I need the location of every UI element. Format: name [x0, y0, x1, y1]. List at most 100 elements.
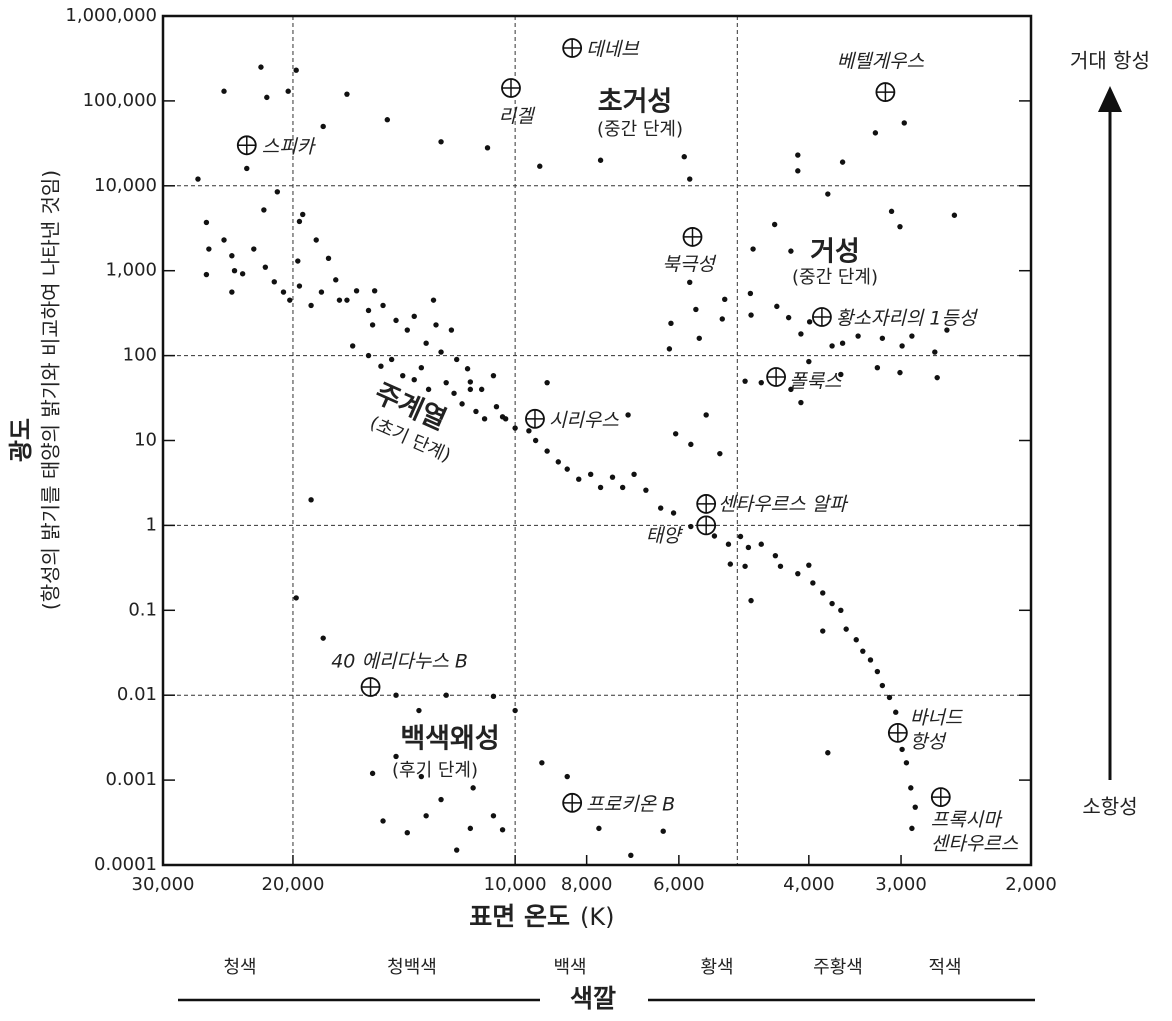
star-dot [280, 289, 287, 295]
star-label: 리겔 [499, 105, 536, 127]
star-dot [748, 312, 754, 318]
star-dot [481, 416, 488, 422]
y-axis-title: 광도 [7, 418, 35, 462]
star-label: 스피카 [262, 136, 317, 158]
star-dot [742, 563, 748, 569]
star-dot [879, 682, 886, 689]
y-tick-label: 0.01 [117, 684, 157, 705]
star-dot [693, 306, 699, 313]
star-dot [229, 253, 235, 259]
star-dot [416, 707, 422, 714]
star-dot [418, 773, 425, 780]
star-dot [293, 67, 299, 73]
star-dot [544, 448, 550, 454]
x-tick-label: 6,000 [653, 874, 705, 895]
star-dot [349, 343, 356, 349]
named-star [236, 135, 257, 156]
y-tick-label: 100 [123, 345, 157, 366]
named-star [525, 408, 545, 429]
star-label-line: 센타우르스 [931, 833, 1019, 855]
star-dot [748, 597, 754, 604]
star-dot [886, 694, 893, 701]
star-dot [899, 343, 905, 349]
star-dot [897, 223, 903, 230]
star-dot [539, 760, 545, 766]
star-dot [687, 279, 693, 286]
plot-frame [161, 14, 1033, 867]
star-dot [418, 365, 425, 371]
star-dot [901, 120, 907, 126]
star-dot [795, 152, 801, 158]
star-dot [293, 595, 299, 601]
y-tick-label: 0.001 [105, 769, 157, 790]
star-dot [742, 378, 748, 384]
star-dot [473, 408, 479, 415]
star-dot [203, 271, 210, 278]
star-dot [934, 374, 940, 381]
star-dot [336, 297, 343, 303]
star-dot [785, 314, 792, 321]
star-dot [666, 346, 673, 352]
star-label: 태양 [646, 525, 684, 547]
star-dot [888, 208, 895, 215]
star-dot [453, 847, 460, 853]
star-dot [777, 563, 784, 569]
star-dot [532, 437, 539, 444]
arrow-top-label: 거대 항성 [1070, 49, 1150, 73]
x-tick-label: 20,000 [261, 874, 324, 895]
star-dot [512, 425, 518, 431]
star-dot [564, 773, 570, 780]
star-dot [806, 358, 812, 365]
star-label: 데네브 [586, 38, 640, 60]
x-tick-label: 30,000 [132, 874, 195, 895]
star-dot [737, 533, 744, 540]
star-dot [231, 268, 238, 274]
star-dot [388, 356, 395, 363]
star-dot [625, 412, 631, 418]
star-dot [333, 277, 339, 283]
star-dot [423, 340, 429, 346]
star-dot [380, 302, 386, 309]
star-dot [670, 510, 677, 516]
star-dot [951, 212, 958, 218]
star-dot [318, 289, 325, 295]
star-dot [411, 313, 417, 320]
star-dot [411, 377, 417, 383]
star-dot [239, 271, 246, 277]
star-dot [221, 88, 227, 94]
star-dot [393, 753, 399, 760]
star-dot [722, 296, 728, 303]
star-dot [484, 145, 491, 151]
color-name: 주황색 [813, 957, 863, 978]
star-label: 시리우스 [549, 409, 619, 431]
star-dot [688, 523, 694, 530]
star-dot [899, 746, 905, 753]
star-dot [393, 692, 399, 698]
y-tick-label: 1,000 [105, 260, 157, 281]
star-dot [838, 371, 844, 378]
star-dot [829, 343, 835, 349]
star-dot [221, 237, 227, 243]
star-dot [681, 154, 687, 160]
y-tick-label: 0.0001 [94, 854, 157, 875]
star-dot [843, 626, 849, 632]
star-dot [860, 648, 866, 654]
star-dot [490, 372, 497, 379]
star-dot [825, 750, 831, 756]
region-note: (중간 단계) [597, 119, 683, 140]
star-dot [467, 825, 474, 832]
star-dot [325, 255, 332, 261]
star-dot [688, 441, 694, 448]
star-dot [908, 785, 914, 791]
star-dot [696, 335, 702, 341]
star-dot [944, 327, 950, 333]
star-dot [308, 302, 314, 309]
star-dot [874, 365, 881, 371]
star-dot [810, 580, 816, 586]
x-tick-label: 3,000 [875, 874, 927, 895]
star-dot [464, 366, 471, 372]
star-dot [806, 319, 813, 325]
star-dot [512, 707, 518, 714]
named-star [562, 38, 583, 58]
x-tick-label: 8,000 [561, 874, 613, 895]
